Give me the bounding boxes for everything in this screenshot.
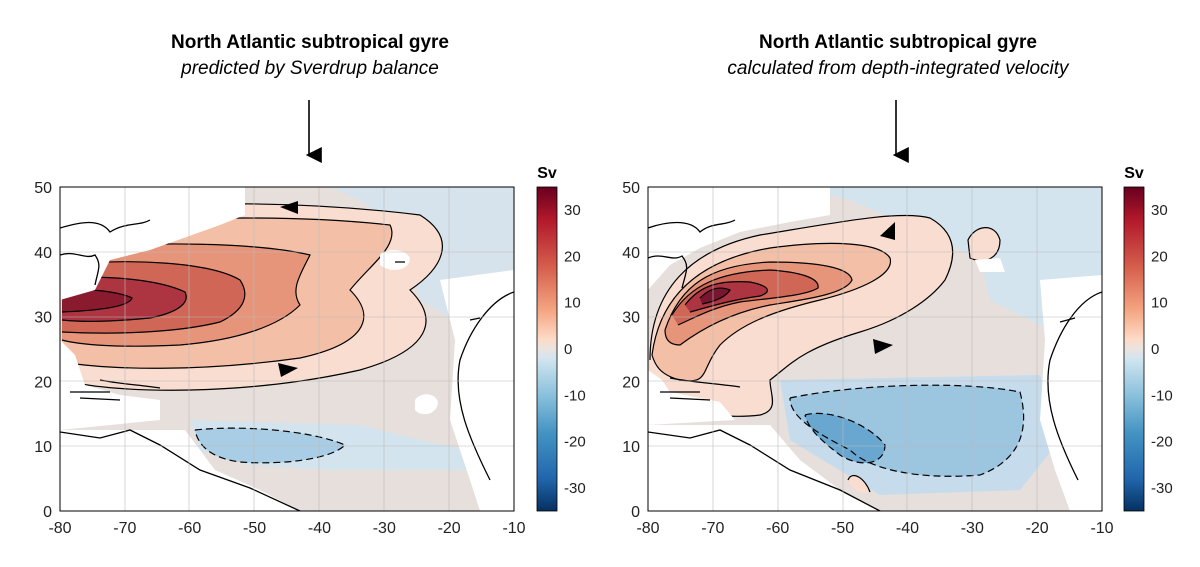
left-colorbar-unit: Sv [537,165,557,182]
left-y-tick-label: 10 [34,439,52,456]
right-y-tick-label: 50 [622,180,640,197]
left-grid [60,187,514,511]
left-x-tick-label: -50 [243,520,266,537]
right-subtitle: calculated from depth-integrated velocit… [727,58,1069,79]
left-y-tick-label: 0 [43,504,52,521]
right-x-tick-label: -80 [636,520,659,537]
right-y-tick-label: 0 [631,504,640,521]
left-colorbar-tick-label: -10 [564,387,586,404]
left-subtitle: predicted by Sverdrup balance [181,58,439,79]
right-panel-title: North Atlantic subtropical gyre calculat… [668,30,1128,82]
left-y-tick-label: 30 [34,310,52,327]
right-y-tick-label: 30 [622,310,640,327]
right-colorbar-tick-label: 10 [1151,295,1168,312]
left-axis-ticks: -80 -70 -60 -50 -40 -30 -20 -10 0 10 20 30 40 50 [34,180,525,537]
right-colorbar-tick-label: -10 [1151,387,1173,404]
right-x-tick-label: -70 [701,520,724,537]
left-flow-arrow-west [280,201,298,214]
right-x-tick-label: -20 [1026,520,1049,537]
right-x-tick-label: -50 [831,520,854,537]
left-colorbar-tick-label: -20 [564,434,586,451]
left-y-tick-label: 40 [34,245,52,262]
left-colorbar-ticks: 30 20 10 0 -10 -20 -30 [564,202,586,497]
left-colorbar-tick-label: 0 [564,341,572,358]
right-x-tick-label: -40 [896,520,919,537]
left-colorbar [536,186,558,512]
right-grid [648,187,1102,511]
right-title: North Atlantic subtropical gyre [759,32,1037,53]
right-colorbar-unit: Sv [1124,165,1144,182]
right-x-tick-label: -60 [766,520,789,537]
right-colorbar [1123,186,1145,512]
left-y-tick-label: 20 [34,374,52,391]
right-x-tick-label: -30 [961,520,984,537]
right-flow-arrow-east [873,339,893,354]
left-x-tick-label: -60 [178,520,201,537]
right-axes-frame [647,186,1103,512]
left-colorbar-tick-label: 10 [564,295,581,312]
right-x-tick-label: -10 [1090,520,1113,537]
left-x-tick-label: -30 [373,520,396,537]
right-colorbar-tick-label: -30 [1151,480,1173,497]
right-y-tick-label: 10 [622,439,640,456]
left-panel-title: North Atlantic subtropical gyre predicte… [80,30,540,82]
left-map [60,187,514,511]
right-colorbar-tick-label: 0 [1151,341,1159,358]
left-x-tick-label: -20 [438,520,461,537]
right-y-tick-label: 40 [622,245,640,262]
left-flow-arrow-east [278,363,298,377]
right-y-tick-label: 20 [622,374,640,391]
right-axis-ticks: -80 -70 -60 -50 -40 -30 -20 -10 0 10 20 30 40 50 [622,180,1113,537]
right-flow-arrow-west [880,222,895,240]
left-x-tick-label: -40 [308,520,331,537]
left-colorbar-tick-label: -30 [564,480,586,497]
left-x-tick-label: -80 [48,520,71,537]
left-colorbar-tick-label: 30 [564,202,581,219]
left-axes-frame [59,186,515,512]
left-x-tick-label: -70 [113,520,136,537]
right-colorbar-tick-label: 20 [1151,248,1168,265]
right-colorbar-tick-label: 30 [1151,202,1168,219]
left-title: North Atlantic subtropical gyre [171,32,449,53]
left-x-tick-label: -10 [502,520,525,537]
right-colorbar-ticks: 30 20 10 0 -10 -20 -30 [1151,202,1173,497]
left-colorbar-tick-label: 20 [564,248,581,265]
left-y-tick-label: 50 [34,180,52,197]
right-colorbar-tick-label: -20 [1151,434,1173,451]
right-map [648,187,1102,511]
